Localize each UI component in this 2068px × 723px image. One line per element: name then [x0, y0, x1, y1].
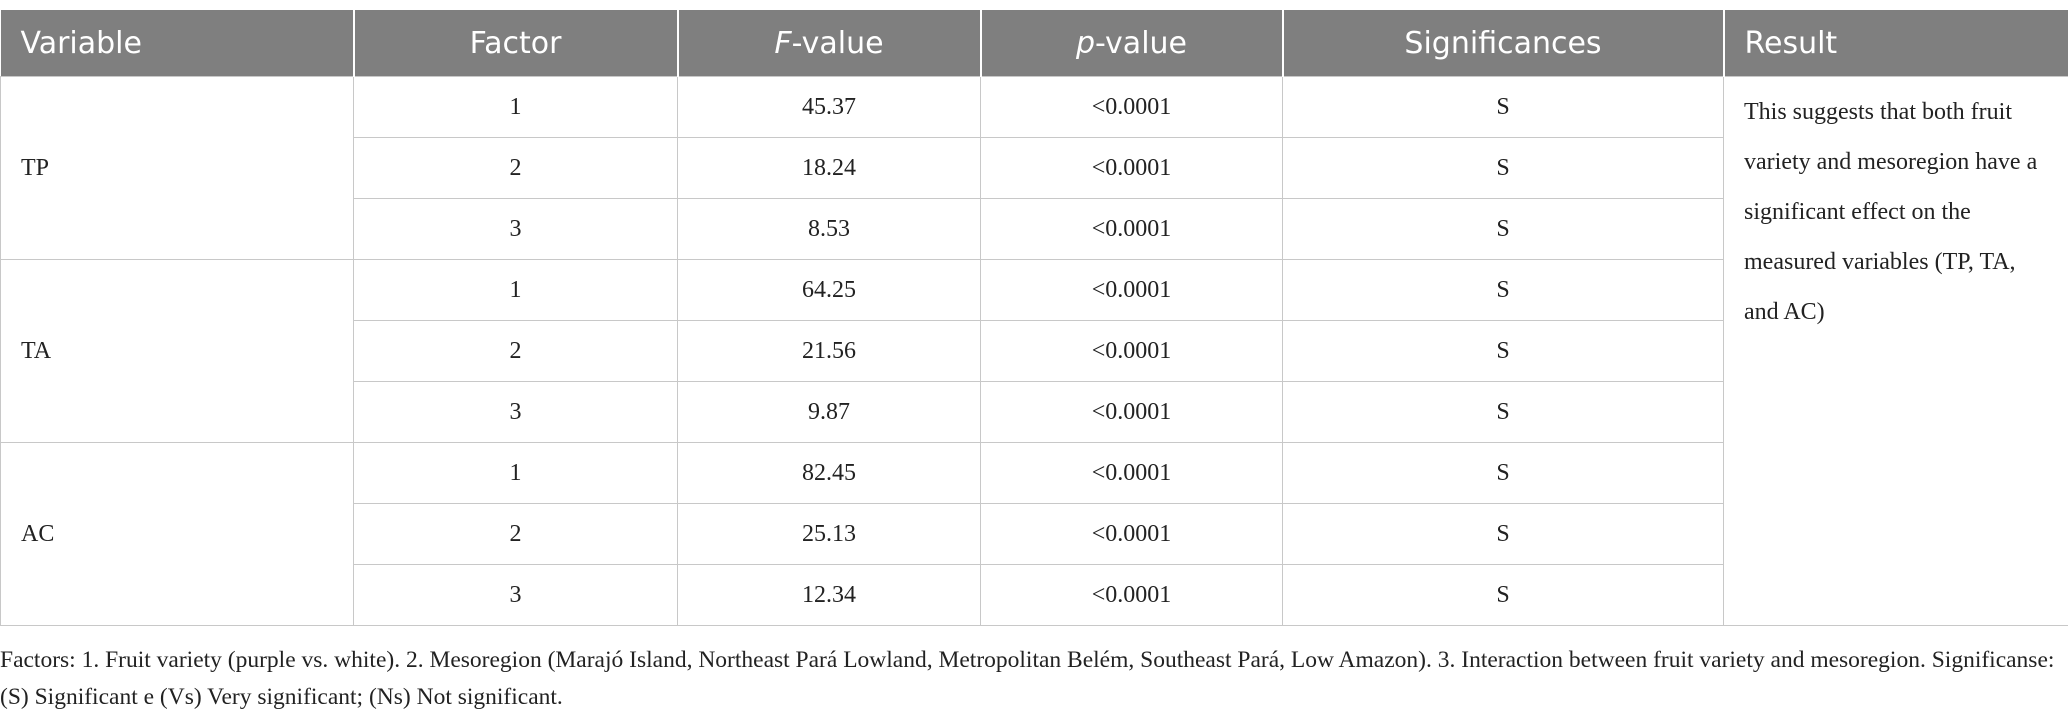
header-text: -value — [1095, 25, 1187, 61]
header-cell: p-value — [979, 10, 1283, 77]
data-cell: <0.0001 — [980, 381, 1283, 443]
data-cell: S — [1282, 137, 1724, 199]
table-row: AC 1 82.45 <0.0001 S — [0, 442, 2068, 626]
data-cell: S — [1282, 198, 1724, 260]
table-row: 2 18.24 <0.0001 S — [1, 137, 2068, 199]
table-row: 2 21.56 <0.0001 S — [1, 320, 2068, 382]
variable-cell: TA — [0, 259, 354, 443]
data-cell: 1 — [353, 442, 678, 504]
data-cell: <0.0001 — [980, 442, 1283, 504]
data-cell: 3 — [353, 198, 678, 260]
data-cell: <0.0001 — [980, 76, 1283, 138]
data-cell: 25.13 — [677, 503, 981, 565]
table-row: 3 12.34 <0.0001 S — [1, 564, 2068, 626]
data-cell: 64.25 — [677, 259, 981, 321]
data-cell: 2 — [353, 137, 678, 199]
data-cell: 9.87 — [677, 381, 981, 443]
data-cell: S — [1282, 442, 1724, 504]
header-italic: p — [1075, 25, 1096, 61]
data-cell: 18.24 — [677, 137, 981, 199]
table-body: TP 1 45.37 <0.0001 S This suggests that both … — [0, 76, 2068, 626]
data-cell: 2 — [353, 503, 678, 565]
variable-cell: TP — [0, 76, 354, 260]
data-cell: 82.45 — [677, 442, 981, 504]
table-row: TP 1 45.37 <0.0001 S This suggests that both … — [0, 76, 2068, 626]
data-cell: 1 — [353, 76, 678, 138]
header-cell: F-value — [676, 10, 981, 77]
data-cell: <0.0001 — [980, 564, 1283, 626]
result-cell: This suggests that both fruit variety an… — [1723, 76, 2068, 626]
data-cell: S — [1282, 564, 1724, 626]
data-cell: 1 — [353, 259, 678, 321]
footnote: Factors: 1. Fruit variety (purple vs. wh… — [0, 647, 2055, 710]
data-cell: <0.0001 — [980, 503, 1283, 565]
table-row: TA 1 64.25 <0.0001 S — [0, 259, 2068, 443]
data-cell: <0.0001 — [980, 259, 1283, 321]
data-cell: 3 — [353, 381, 678, 443]
header-cell: Result — [1722, 10, 2068, 77]
data-cell: S — [1282, 503, 1724, 565]
table-row: 3 8.53 <0.0001 S — [1, 198, 2068, 260]
data-cell: 21.56 — [677, 320, 981, 382]
data-cell: S — [1282, 76, 1724, 138]
anova-table: Variable Factor F-value p-value Significance… — [0, 10, 2068, 626]
data-cell: <0.0001 — [980, 320, 1283, 382]
data-cell: 8.53 — [677, 198, 981, 260]
data-cell: S — [1282, 320, 1724, 382]
header-cell: Factor — [352, 10, 678, 77]
header-cell: Variable — [0, 10, 354, 77]
data-cell: <0.0001 — [980, 198, 1283, 260]
header-text: -value — [791, 25, 884, 61]
data-cell: 45.37 — [677, 76, 981, 138]
data-cell: S — [1282, 381, 1724, 443]
variable-cell: AC — [0, 442, 354, 626]
data-cell: 3 — [353, 564, 678, 626]
header-row: Variable Factor F-value p-value Significance… — [0, 10, 2068, 77]
table-row: 2 25.13 <0.0001 S — [1, 503, 2068, 565]
table-row: 3 9.87 <0.0001 S — [1, 381, 2068, 443]
header-cell: Significances — [1281, 10, 1724, 77]
data-cell: S — [1282, 259, 1724, 321]
data-cell: <0.0001 — [980, 137, 1283, 199]
data-cell: 12.34 — [677, 564, 981, 626]
header-italic: F — [774, 25, 792, 61]
data-cell: 2 — [353, 320, 678, 382]
